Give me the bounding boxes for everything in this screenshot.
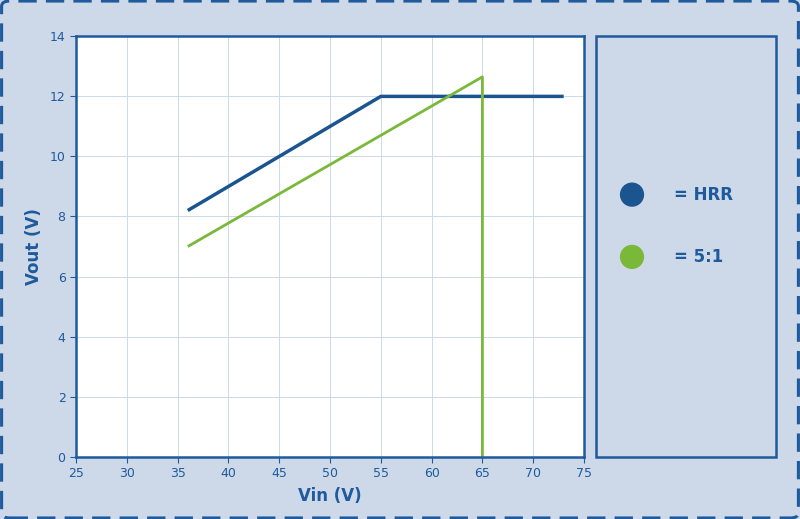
Text: = 5:1: = 5:1 xyxy=(674,248,723,266)
X-axis label: Vin (V): Vin (V) xyxy=(298,487,362,505)
Y-axis label: Vout (V): Vout (V) xyxy=(25,208,42,285)
Text: = HRR: = HRR xyxy=(674,186,733,203)
